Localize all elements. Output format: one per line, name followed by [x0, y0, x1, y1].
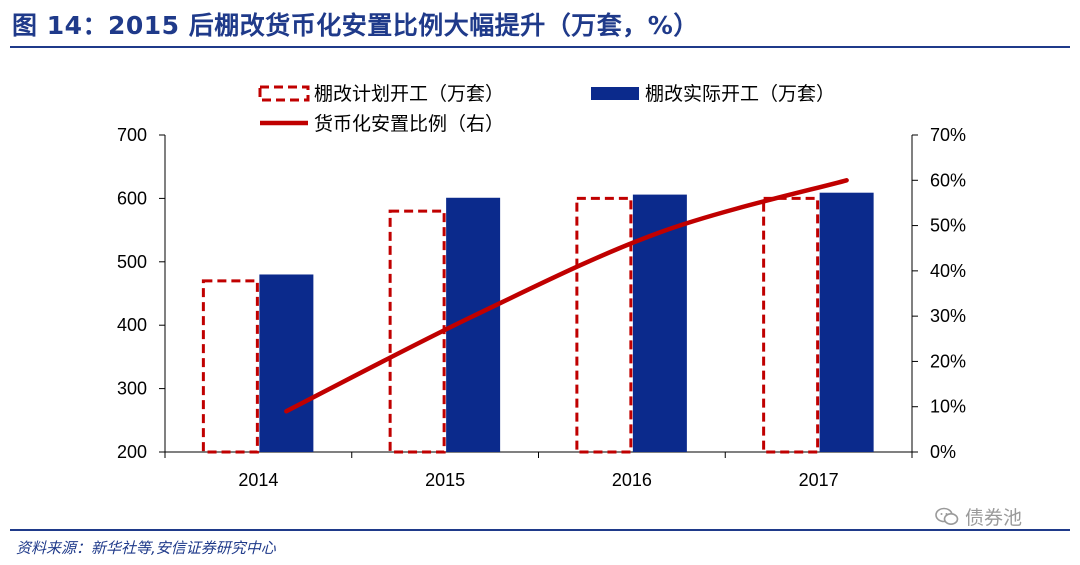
wechat-icon	[935, 507, 959, 525]
title-divider	[10, 46, 1070, 48]
y-axis-right: 0% 10% 20% 30% 40% 50% 60% 70%	[911, 125, 966, 462]
bar-actual	[259, 274, 314, 452]
legend-label-planned: 棚改计划开工（万套）	[314, 83, 504, 105]
y-right-tick-label: 70%	[930, 125, 966, 145]
y-right-tick-label: 20%	[930, 351, 966, 371]
y-left-tick-label: 700	[117, 125, 147, 145]
bar-actual	[819, 192, 874, 452]
x-axis: 2014 2015 2016 2017	[164, 451, 913, 490]
bar-planned	[575, 196, 633, 454]
y-right-tick-label: 30%	[930, 306, 966, 326]
y-right-tick-label: 60%	[930, 170, 966, 190]
y-left-tick-label: 600	[117, 188, 147, 208]
legend-swatch-actual	[591, 87, 639, 100]
y-right-tick-label: 40%	[930, 261, 966, 281]
footer-divider	[10, 529, 1070, 531]
ratio-line-group	[284, 178, 849, 414]
chart: 棚改计划开工（万套） 棚改实际开工（万套） 货币化安置比例（右） 200 300 4…	[117, 83, 966, 490]
legend-label-actual: 棚改实际开工（万套）	[645, 83, 835, 105]
y-left-tick-label: 300	[117, 379, 147, 399]
legend-swatch-planned	[258, 85, 310, 102]
watermark-text: 债券池	[965, 507, 1023, 529]
y-left-tick-label: 200	[117, 442, 147, 462]
x-tick-label: 2015	[425, 470, 465, 490]
bar-planned	[201, 279, 259, 454]
y-right-tick-label: 0%	[930, 442, 956, 462]
x-tick-label: 2016	[612, 470, 652, 490]
legend-label-ratio: 货币化安置比例（右）	[314, 113, 504, 135]
bars	[201, 192, 874, 454]
ratio-line	[284, 178, 849, 414]
chart-title: 图 14：2015 后棚改货币化安置比例大幅提升（万套，%）	[12, 11, 699, 40]
y-axis-left: 200 300 400 500 600 700	[117, 125, 166, 462]
legend: 棚改计划开工（万套） 棚改实际开工（万套） 货币化安置比例（右）	[258, 83, 835, 135]
x-tick-label: 2014	[238, 470, 278, 490]
x-tick-label: 2017	[799, 470, 839, 490]
y-left-tick-label: 500	[117, 252, 147, 272]
bar-planned	[762, 196, 820, 454]
y-left-tick-label: 400	[117, 315, 147, 335]
source-note: 资料来源：新华社等,安信证券研究中心	[16, 539, 276, 557]
watermark: 债券池	[935, 503, 1022, 530]
y-right-tick-label: 10%	[930, 397, 966, 417]
bar-planned	[388, 209, 446, 454]
y-right-tick-label: 50%	[930, 216, 966, 236]
